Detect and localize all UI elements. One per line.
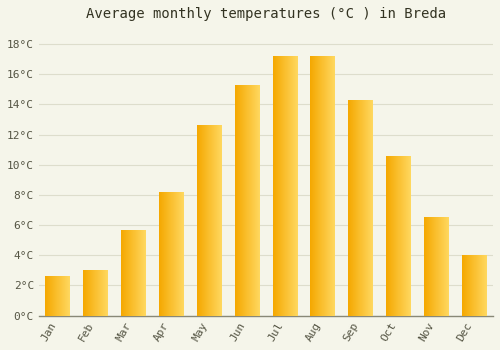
Title: Average monthly temperatures (°C ) in Breda: Average monthly temperatures (°C ) in Br… <box>86 7 446 21</box>
